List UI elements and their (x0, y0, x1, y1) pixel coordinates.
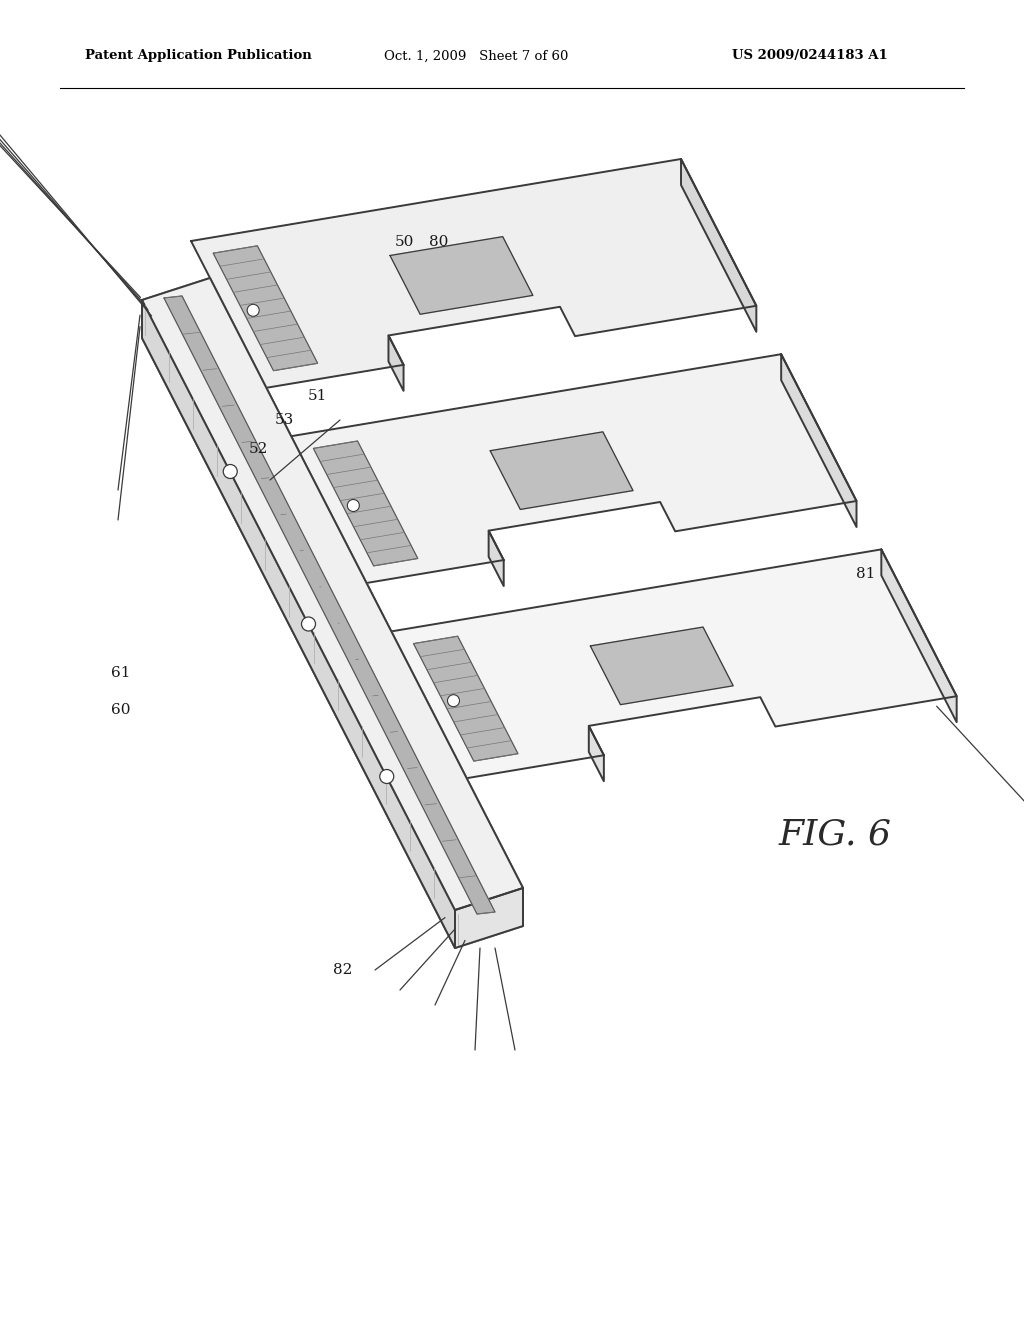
Circle shape (223, 465, 238, 479)
Text: Patent Application Publication: Patent Application Publication (85, 49, 311, 62)
Polygon shape (488, 531, 504, 586)
Text: 52: 52 (249, 442, 267, 455)
Polygon shape (455, 888, 523, 948)
Text: FIG. 6: FIG. 6 (778, 818, 891, 851)
Polygon shape (213, 246, 317, 371)
Polygon shape (414, 636, 518, 762)
Polygon shape (455, 888, 523, 948)
Circle shape (347, 499, 359, 511)
Polygon shape (164, 296, 495, 913)
Text: Oct. 1, 2009   Sheet 7 of 60: Oct. 1, 2009 Sheet 7 of 60 (384, 49, 568, 62)
Text: 51: 51 (308, 389, 327, 403)
Polygon shape (490, 432, 633, 510)
Polygon shape (142, 300, 455, 948)
Polygon shape (681, 158, 757, 331)
Text: 50: 50 (395, 235, 414, 248)
Polygon shape (313, 441, 418, 566)
Polygon shape (589, 726, 604, 781)
Text: 60: 60 (111, 704, 131, 717)
Polygon shape (590, 627, 733, 705)
Circle shape (380, 770, 394, 784)
Polygon shape (388, 335, 403, 391)
Polygon shape (142, 279, 523, 909)
Circle shape (301, 616, 315, 631)
Text: US 2009/0244183 A1: US 2009/0244183 A1 (732, 49, 888, 62)
Text: 53: 53 (275, 413, 294, 426)
Polygon shape (191, 158, 757, 388)
Polygon shape (164, 296, 495, 913)
Text: 82: 82 (334, 964, 352, 977)
Polygon shape (142, 300, 455, 948)
Polygon shape (291, 354, 856, 583)
Polygon shape (390, 236, 532, 314)
Polygon shape (391, 549, 956, 779)
Polygon shape (142, 279, 523, 909)
Polygon shape (882, 549, 956, 722)
Text: 80: 80 (429, 235, 447, 248)
Circle shape (247, 305, 259, 317)
Text: 81: 81 (856, 568, 874, 581)
Polygon shape (781, 354, 856, 527)
Text: 61: 61 (111, 667, 131, 680)
Circle shape (447, 694, 460, 706)
